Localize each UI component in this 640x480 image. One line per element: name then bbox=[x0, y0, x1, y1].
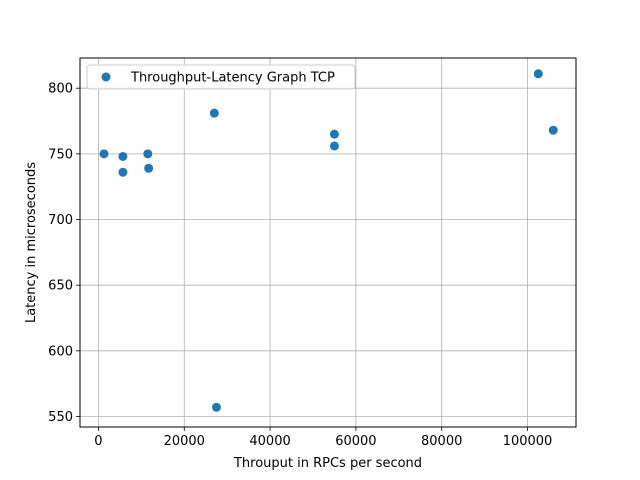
x-tick-label: 80000 bbox=[421, 434, 462, 449]
x-tick-label: 20000 bbox=[164, 434, 205, 449]
data-points bbox=[99, 69, 558, 412]
legend-marker bbox=[101, 72, 111, 82]
x-tick-label: 0 bbox=[94, 434, 102, 449]
data-point bbox=[118, 167, 128, 177]
data-point bbox=[99, 149, 109, 159]
data-point bbox=[329, 129, 339, 139]
data-point bbox=[533, 69, 543, 79]
grid bbox=[80, 58, 576, 427]
x-tick-label: 40000 bbox=[249, 434, 290, 449]
y-axis-label: Latency in microseconds bbox=[24, 162, 39, 323]
axis-ticks: 0 20000 40000 60000 80000 100000 550 600 650 700 7… bbox=[48, 82, 552, 449]
y-tick-label: 550 bbox=[48, 410, 73, 425]
data-point bbox=[548, 125, 558, 135]
legend-box bbox=[86, 64, 356, 90]
y-tick-label: 800 bbox=[48, 82, 73, 97]
x-tick-label: 60000 bbox=[335, 434, 376, 449]
data-point bbox=[144, 163, 154, 173]
legend: Throughput-Latency Graph TCP bbox=[86, 64, 356, 90]
legend-label: Throughput-Latency Graph TCP bbox=[130, 71, 335, 86]
x-tick-label: 100000 bbox=[503, 434, 553, 449]
y-tick-label: 750 bbox=[48, 147, 73, 162]
y-tick-label: 700 bbox=[48, 213, 73, 228]
data-point bbox=[118, 151, 128, 161]
y-tick-label: 650 bbox=[48, 279, 73, 294]
y-tick-label: 600 bbox=[48, 344, 73, 359]
data-point bbox=[143, 149, 153, 159]
data-point bbox=[209, 108, 219, 118]
plot-frame bbox=[79, 57, 577, 428]
x-axis-label: Throuput in RPCs per second bbox=[233, 456, 422, 471]
data-point bbox=[329, 141, 339, 151]
data-point bbox=[211, 402, 221, 412]
